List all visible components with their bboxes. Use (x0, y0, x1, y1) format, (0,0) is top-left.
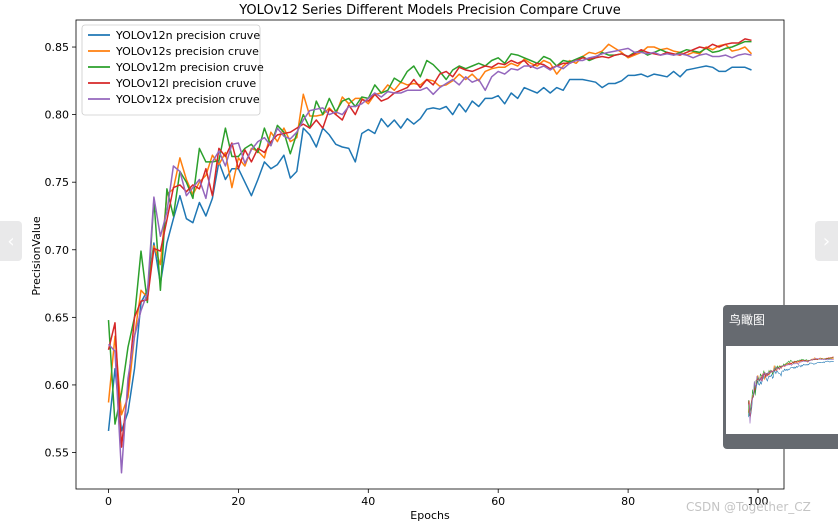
overview-title: 鸟瞰图 (729, 313, 766, 327)
prev-image-button[interactable]: ‹ (0, 221, 22, 261)
y-tick-label-5: 0.80 (45, 109, 70, 122)
thumbnail-series-4 (748, 358, 834, 424)
y-tick-label-6: 0.85 (45, 41, 70, 54)
thumbnail-series-3 (748, 356, 834, 420)
series-line-1 (107, 43, 753, 416)
legend-label-3: YOLOv12l precision cruve (115, 77, 256, 90)
chevron-left-icon: ‹ (7, 230, 15, 252)
y-axis-label: PrecisionValue (30, 216, 43, 296)
y-tick-label-0: 0.55 (45, 447, 70, 460)
legend-label-2: YOLOv12m precision cruve (115, 61, 264, 74)
legend-box (81, 24, 261, 116)
chevron-right-icon: › (822, 230, 831, 252)
series-line-3 (107, 38, 752, 448)
series-line-0 (107, 65, 752, 432)
overview-thumbnail[interactable] (726, 346, 838, 434)
series-lines (107, 38, 753, 474)
x-tick-label-4: 80 (621, 495, 635, 508)
legend-label-0: YOLOv12n precision cruve (115, 29, 260, 42)
x-tick-label-3: 60 (491, 495, 505, 508)
legend-label-4: YOLOv12x precision cruve (115, 93, 260, 106)
axes-frame (75, 19, 785, 490)
watermark: CSDN @Together_CZ (686, 500, 811, 514)
x-axis-label: Epochs (410, 509, 450, 522)
chart-title: YOLOv12 Series Different Models Precisio… (238, 3, 621, 18)
y-tick-label-3: 0.70 (45, 244, 70, 257)
next-image-button[interactable]: › (815, 221, 838, 261)
legend: YOLOv12n precision cruve YOLOv12s precisi… (81, 24, 264, 116)
x-tick-label-5: 100 (748, 495, 769, 508)
thumbnail-series-1 (748, 357, 834, 415)
overview-panel[interactable]: 鸟瞰图 (723, 305, 838, 449)
x-tick-label-2: 40 (361, 495, 375, 508)
y-tick-label-4: 0.75 (45, 176, 70, 189)
thumbnail-series-0 (748, 360, 834, 418)
y-tick-label-2: 0.65 (45, 311, 70, 324)
y-tick-label-1: 0.60 (45, 379, 70, 392)
axes: 0 20 40 60 80 100 0.55 0.60 0.65 0.70 0.75 0.80 0.85 (45, 19, 785, 508)
legend-label-1: YOLOv12s precision cruve (115, 45, 259, 58)
thumbnail-chart (748, 356, 834, 424)
x-tick-label-0: 0 (105, 495, 112, 508)
series-line-4 (107, 47, 752, 474)
x-tick-label-1: 20 (231, 495, 245, 508)
thumbnail-series-2 (748, 357, 834, 417)
